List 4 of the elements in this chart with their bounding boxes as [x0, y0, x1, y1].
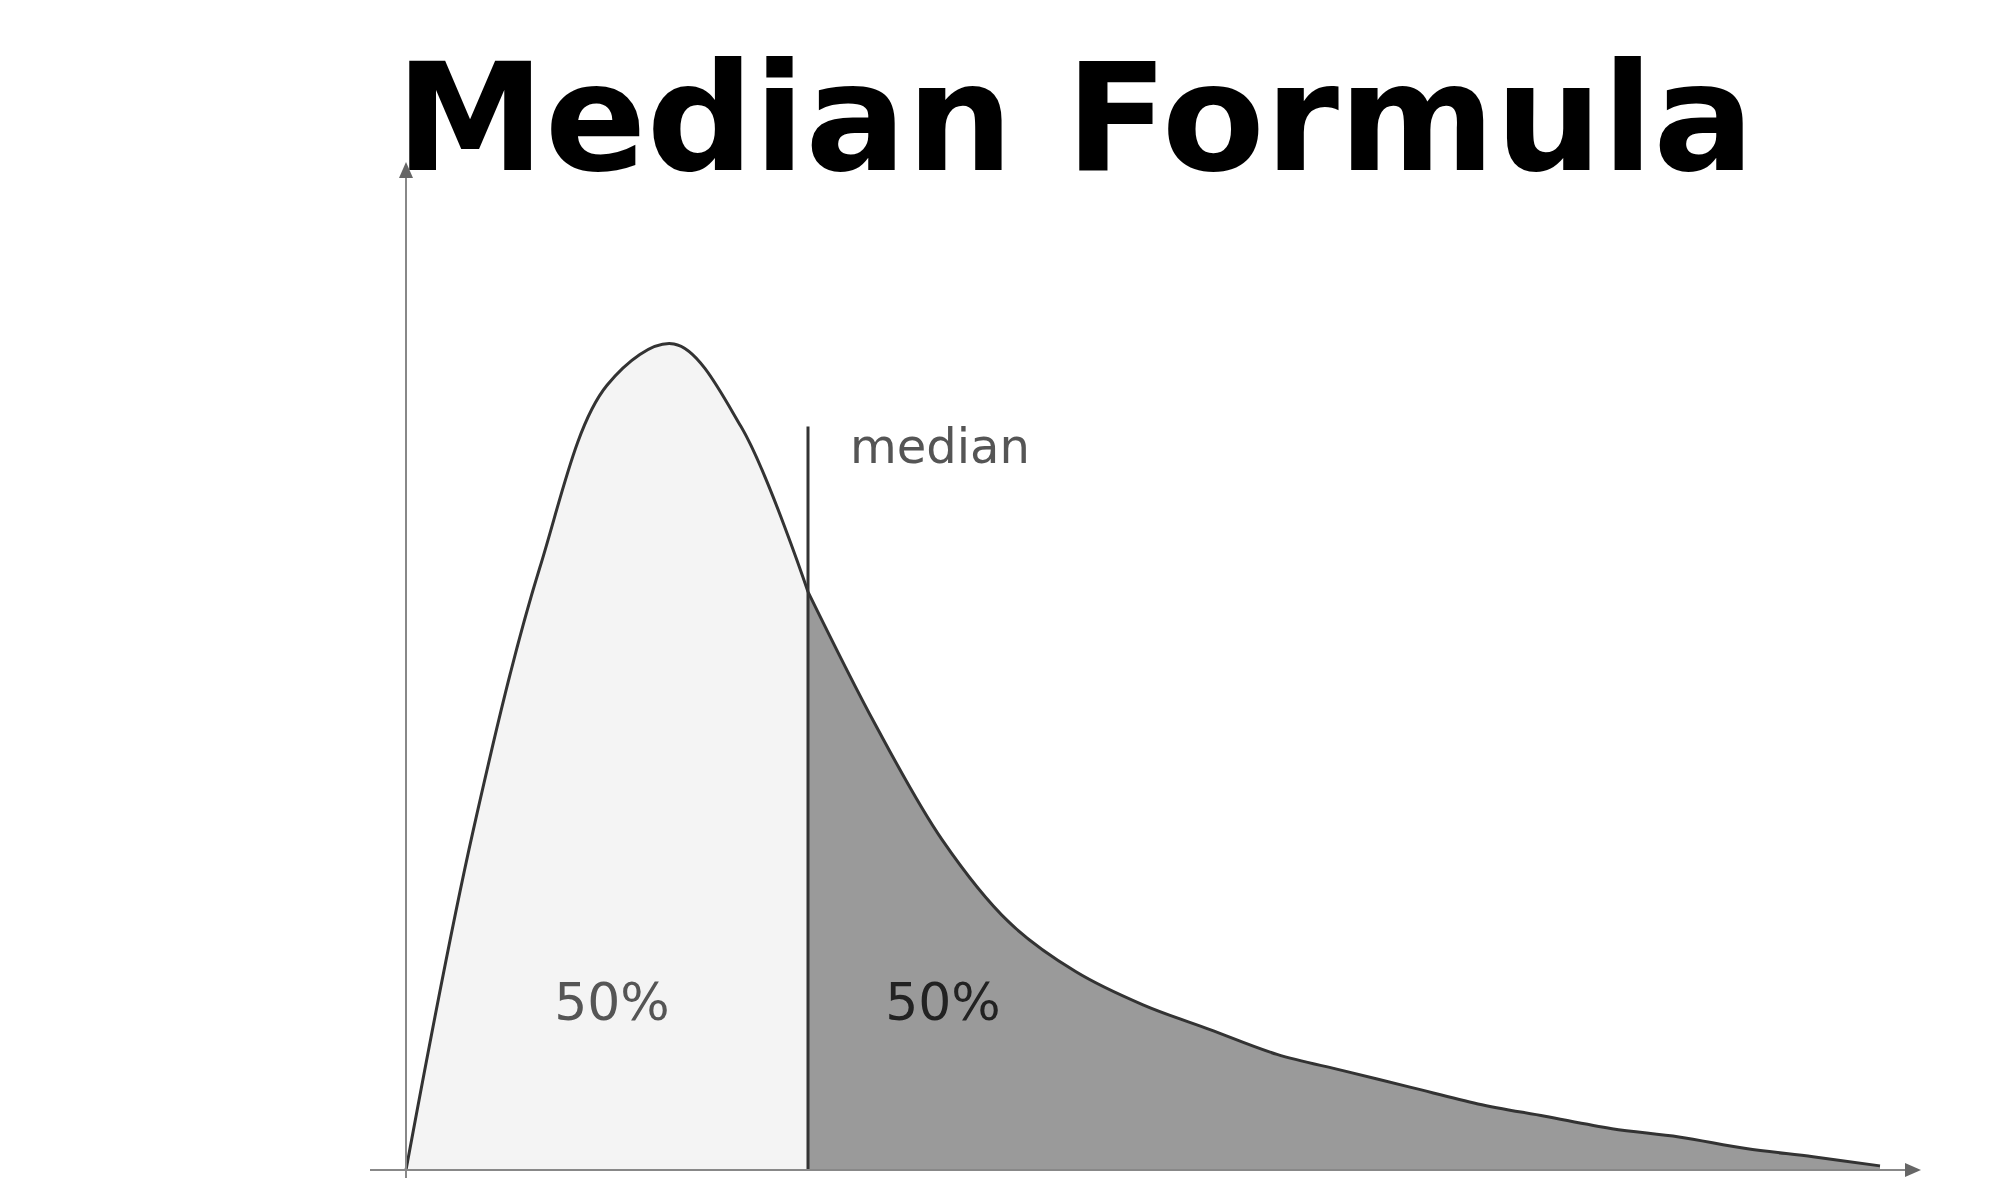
annotation: median	[850, 417, 1030, 474]
chart-title: Median Formula	[395, 31, 1755, 205]
annotation: 50%	[885, 972, 1001, 1032]
annotation: 50%	[554, 972, 670, 1032]
